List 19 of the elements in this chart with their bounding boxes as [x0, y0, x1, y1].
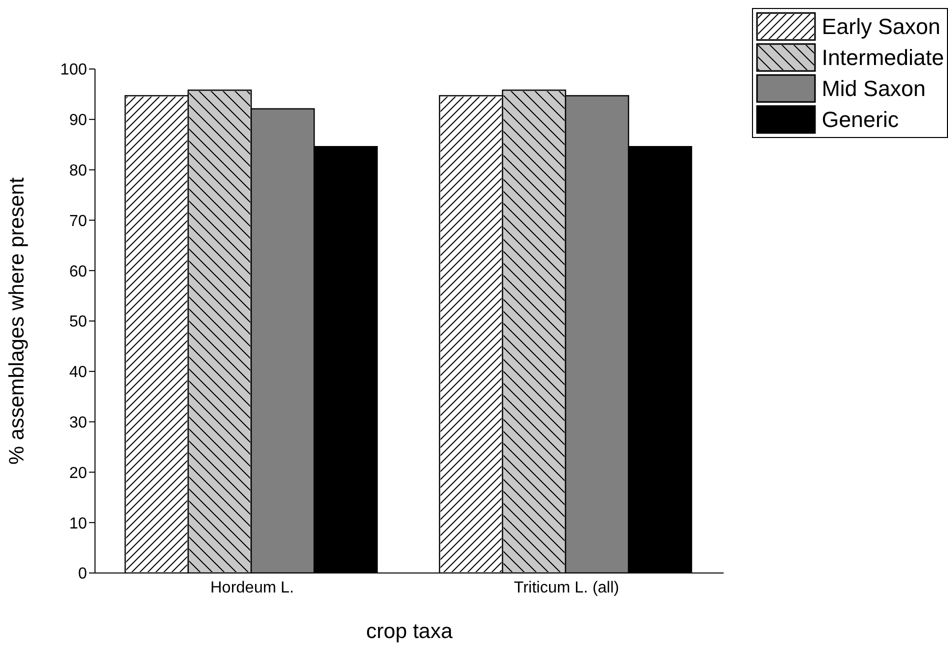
y-tick-label: 90 [69, 112, 88, 130]
x-axis-title: crop taxa [366, 620, 453, 643]
y-axis-title: % assemblages where present [5, 177, 28, 465]
y-tick-label: 40 [69, 364, 88, 382]
legend-label: Generic [822, 106, 899, 132]
x-tick-label: Hordeum L. [210, 579, 294, 596]
y-tick-label: 50 [69, 314, 88, 331]
legend-label: Intermediate [822, 44, 944, 70]
y-tick-label: 100 [60, 62, 88, 79]
y-tick-label: 20 [69, 464, 88, 482]
y-tick-label: 10 [69, 515, 88, 532]
y-tick-label: 80 [69, 162, 88, 180]
legend-label: Mid Saxon [822, 76, 926, 102]
legend-label: Early Saxon [822, 14, 940, 40]
y-tick-label: 0 [78, 566, 88, 583]
y-tick-label: 60 [69, 263, 88, 280]
y-tick-label: 70 [69, 212, 88, 230]
x-tick-label: Triticum L. (all) [514, 579, 620, 596]
y-tick-label: 30 [69, 414, 88, 432]
